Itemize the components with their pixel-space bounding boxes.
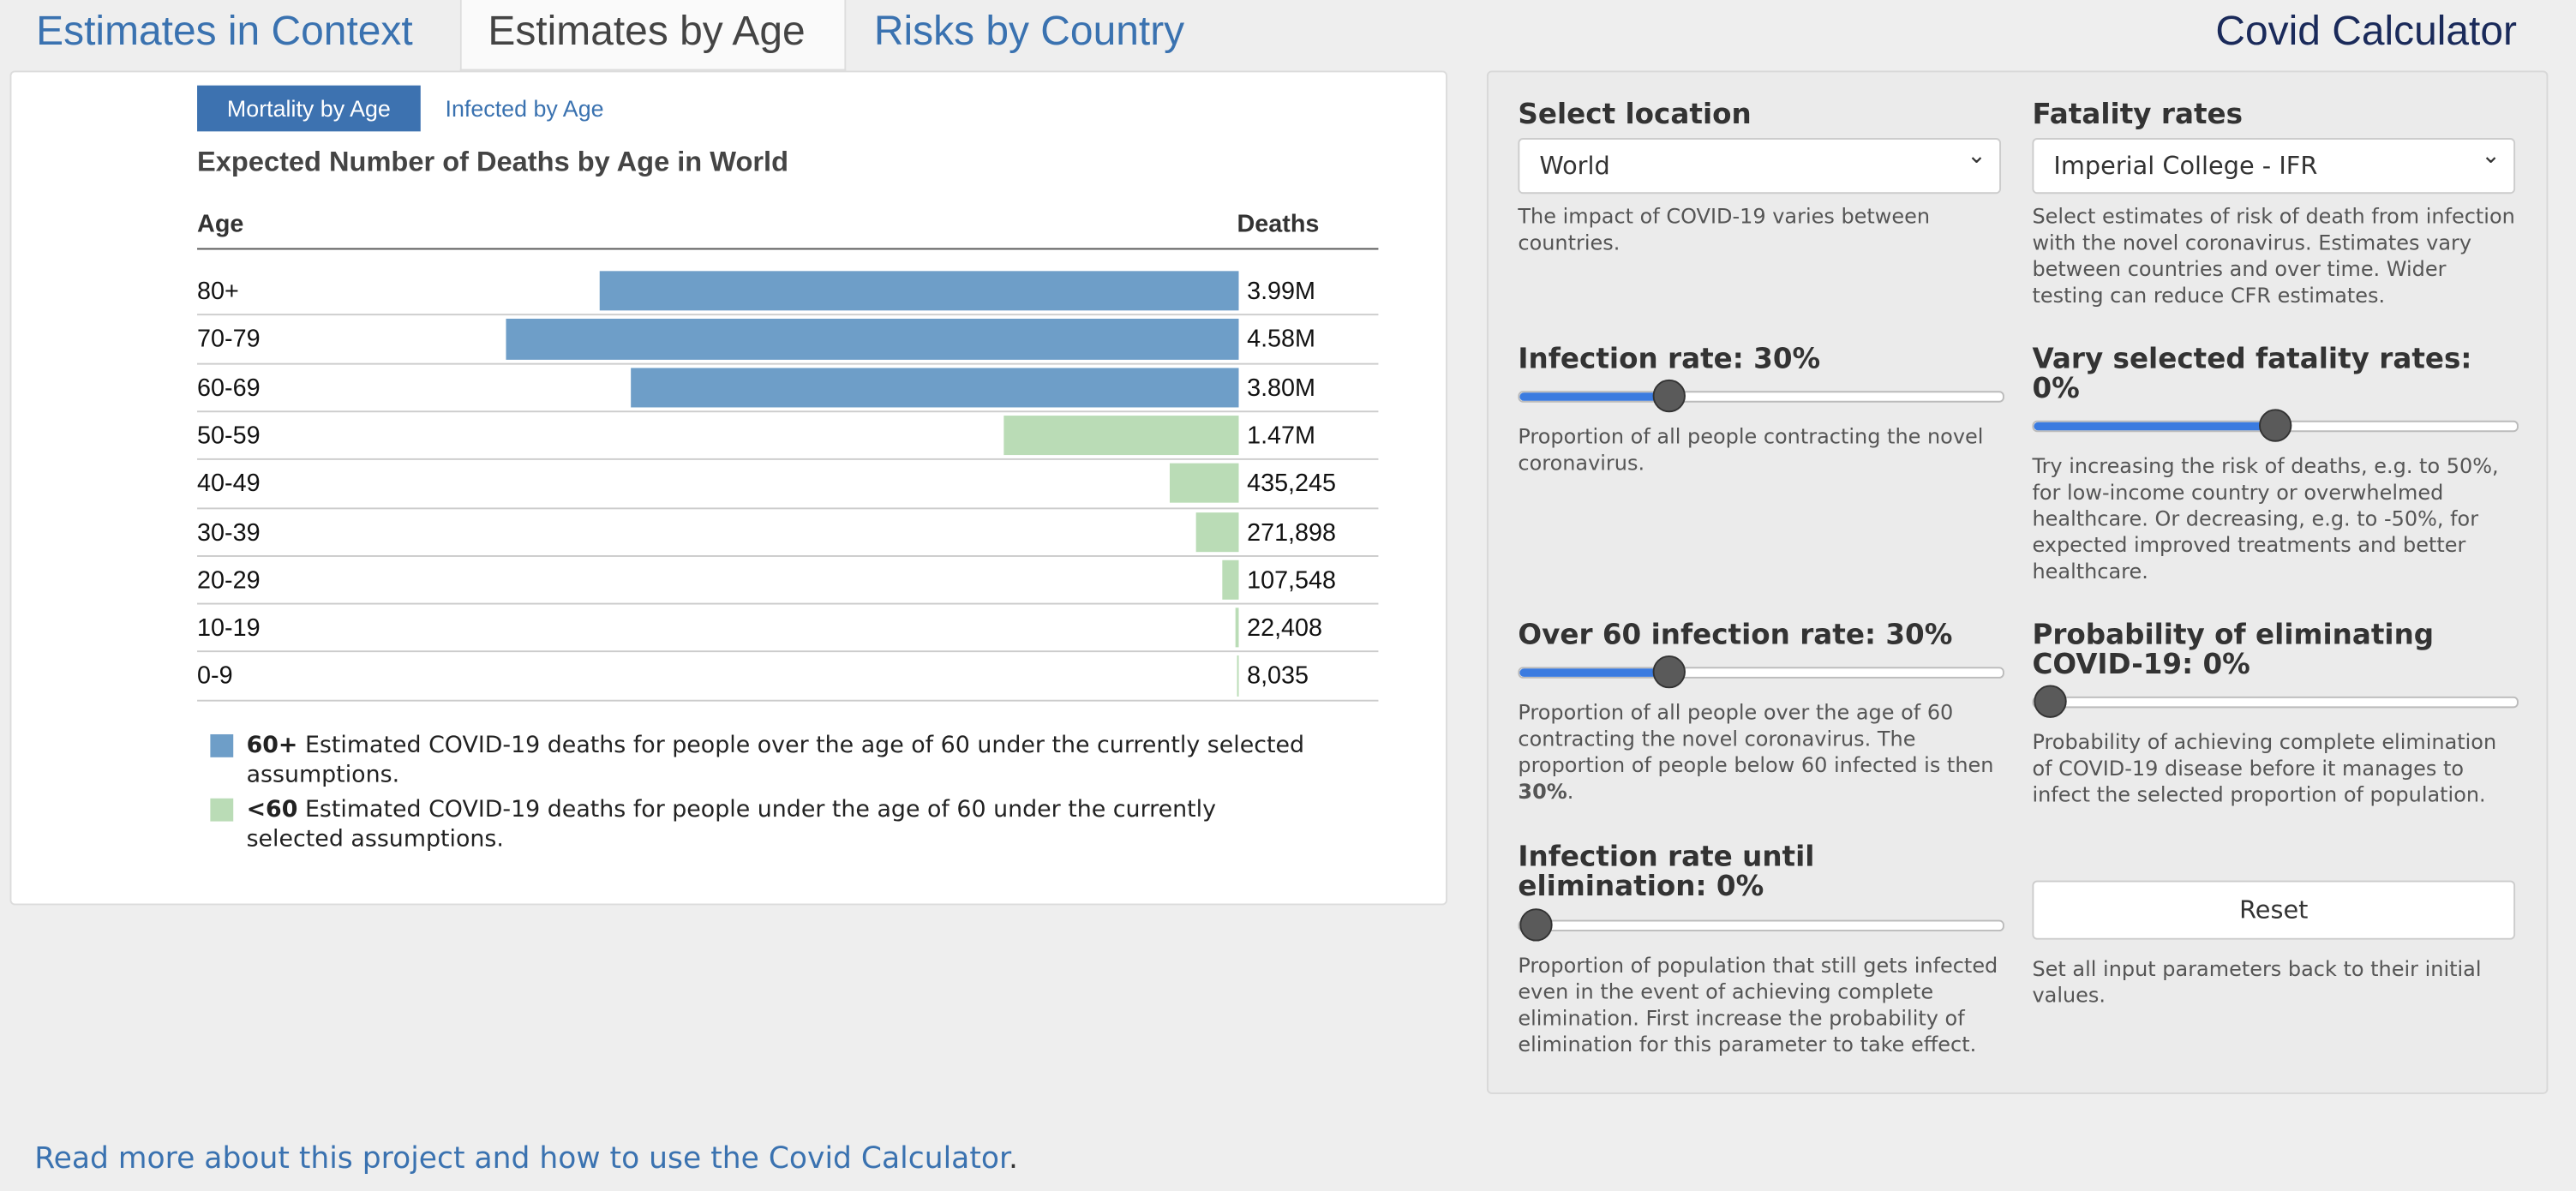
slider[interactable] xyxy=(1518,379,2004,413)
footer-text: . xyxy=(1008,1141,1018,1176)
footer-link[interactable]: Read more about this project and how to … xyxy=(34,1141,1009,1176)
row-line xyxy=(197,650,1379,653)
control-label: Infection rate until elimination: 0% xyxy=(1518,841,1815,904)
control-description: Proportion of population that still gets… xyxy=(1518,952,1998,1056)
control-label: Fatality rates xyxy=(2032,99,2244,132)
slider-fill xyxy=(1519,392,1669,401)
category-label: 60-69 xyxy=(197,374,261,402)
value-label: 271,898 xyxy=(1247,518,1337,547)
bar xyxy=(600,271,1239,311)
legend-description: Estimated COVID-19 deaths for people und… xyxy=(246,796,1216,853)
bar xyxy=(1235,607,1239,649)
value-label: 1.47M xyxy=(1247,422,1316,451)
chart-title: Expected Number of Deaths by Age in Worl… xyxy=(197,146,788,178)
value-label: 8,035 xyxy=(1247,662,1309,691)
fatality-select[interactable]: Imperial College - IFR xyxy=(2032,129,2516,195)
slider-fill xyxy=(2034,422,2276,431)
slider-thumb[interactable] xyxy=(1652,655,1686,689)
legend-swatch xyxy=(210,798,234,822)
category-label: 10-19 xyxy=(197,614,261,643)
value-label: 107,548 xyxy=(1247,566,1337,595)
legend-swatch xyxy=(210,733,234,757)
category-label: 0-9 xyxy=(197,662,233,691)
footer: Read more about this project and how to … xyxy=(34,1141,1018,1176)
slider-thumb[interactable] xyxy=(2259,409,2292,442)
row-line xyxy=(197,314,1379,316)
control-description: Proportion of all people over the age of… xyxy=(1518,700,2004,805)
slider[interactable] xyxy=(2032,409,2519,442)
description-text: Proportion of all people over the age of… xyxy=(1518,699,1994,777)
control-description: Try increasing the risk of deaths, e.g. … xyxy=(2032,453,2499,584)
description-bold: 30% xyxy=(1518,778,1567,804)
control-label: Vary selected fatality rates: 0% xyxy=(2032,343,2472,406)
reset-button[interactable]: Reset xyxy=(2032,880,2516,940)
bar xyxy=(1003,415,1239,456)
control-label: Over 60 infection rate: 30% xyxy=(1518,619,1953,653)
bar xyxy=(1169,464,1239,504)
row-line xyxy=(197,602,1379,605)
legend-name: <60 xyxy=(246,796,298,823)
category-label: 20-29 xyxy=(197,566,261,595)
subtab-active[interactable]: Mortality by Age xyxy=(197,85,421,132)
bar xyxy=(1195,512,1239,552)
category-label: 40-49 xyxy=(197,470,261,499)
app-title: Covid Calculator xyxy=(2215,8,2517,55)
header-rule xyxy=(197,248,1379,250)
slider-thumb[interactable] xyxy=(1519,908,1553,942)
row-line xyxy=(197,458,1379,461)
control-label: Select location xyxy=(1518,99,1752,132)
tab[interactable]: Estimates by Age xyxy=(488,8,806,55)
column-header: Deaths xyxy=(1237,210,1320,238)
location-select[interactable]: World xyxy=(1518,129,2002,195)
bar xyxy=(1237,655,1239,697)
category-label: 70-79 xyxy=(197,326,261,354)
value-label: 435,245 xyxy=(1247,470,1337,499)
row-line xyxy=(197,554,1379,557)
column-header: Age xyxy=(197,210,244,238)
category-label: 80+ xyxy=(197,278,239,306)
active-tab-bg xyxy=(459,0,847,71)
description-text: . xyxy=(1567,778,1574,804)
legend-description: Estimated COVID-19 deaths for people ove… xyxy=(246,733,1305,789)
value-label: 22,408 xyxy=(1247,614,1323,643)
slider-fill xyxy=(1519,668,1669,677)
control-label: Infection rate: 30% xyxy=(1518,343,1821,377)
slider-thumb[interactable] xyxy=(1652,379,1686,413)
bar xyxy=(506,319,1239,360)
legend-name: 60+ xyxy=(246,733,298,759)
legend-text: <60 Estimated COVID-19 deaths for people… xyxy=(247,795,1315,854)
control-description: Probability of achieving complete elimin… xyxy=(2032,729,2497,807)
row-line xyxy=(197,699,1379,702)
value-label: 4.58M xyxy=(1247,326,1316,354)
slider[interactable] xyxy=(1518,908,2004,942)
subtab[interactable]: Infected by Age xyxy=(445,95,604,122)
tab[interactable]: Risks by Country xyxy=(873,8,1185,55)
category-label: 50-59 xyxy=(197,422,261,451)
value-label: 3.99M xyxy=(1247,278,1316,306)
bar xyxy=(1221,560,1239,600)
bar xyxy=(631,367,1239,408)
slider[interactable] xyxy=(2032,685,2519,718)
control-description: Proportion of all people contracting the… xyxy=(1518,423,1984,476)
control-description: Set all input parameters back to their i… xyxy=(2032,955,2482,1008)
tab[interactable]: Estimates in Context xyxy=(36,8,413,55)
legend-text: 60+ Estimated COVID-19 deaths for people… xyxy=(247,731,1315,790)
value-label: 3.80M xyxy=(1247,374,1316,402)
row-line xyxy=(197,506,1379,509)
control-description: The impact of COVID-19 varies between co… xyxy=(1518,203,1931,255)
control-description: Select estimates of risk of death from i… xyxy=(2032,203,2515,308)
row-line xyxy=(197,362,1379,364)
slider[interactable] xyxy=(1518,655,2004,689)
category-label: 30-39 xyxy=(197,518,261,547)
slider-thumb[interactable] xyxy=(2034,685,2067,718)
row-line xyxy=(197,410,1379,413)
control-label: Probability of eliminating COVID-19: 0% xyxy=(2032,619,2435,682)
